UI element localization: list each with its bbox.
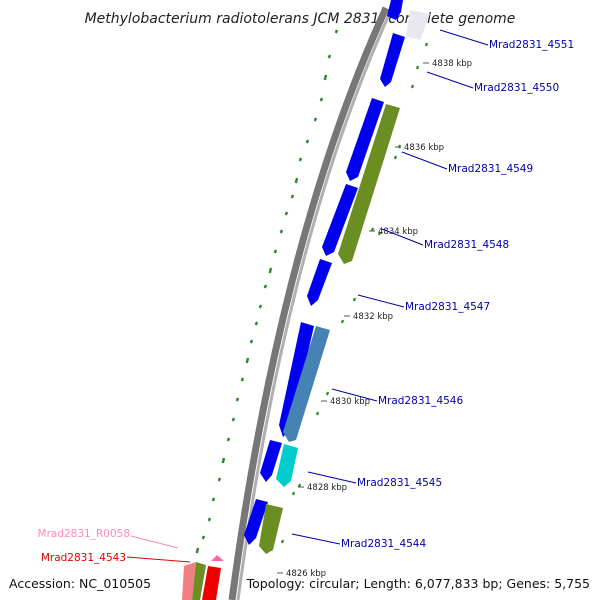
accession-label: Accession: NC_010505 [9, 576, 151, 591]
gene-feature-olive-3[interactable] [192, 562, 206, 600]
scale-tick-label: 4834 kbp [378, 227, 418, 237]
gc-tick [315, 411, 320, 416]
gc-tick [245, 357, 250, 364]
map-title: Methylobacterium radiotolerans JCM 2831,… [85, 11, 516, 27]
gene-feature-steelblue[interactable] [283, 326, 330, 442]
gc-tick [305, 139, 310, 144]
gene-feature-olive-1[interactable] [338, 104, 400, 264]
gene-feature-4549[interactable] [346, 98, 384, 181]
gene-features [182, 0, 430, 600]
gene-feature-4546[interactable] [279, 322, 314, 437]
gc-tick [217, 477, 222, 482]
gene-label[interactable]: Mrad2831_4549 [448, 163, 533, 175]
gene-label-leader [307, 471, 357, 484]
gc-tick [249, 339, 254, 344]
gc-tick [298, 157, 303, 162]
genome-backbone [228, 6, 394, 600]
gene-label-leader [130, 535, 179, 549]
gc-tick [327, 54, 332, 59]
scale-tick-label: 4838 kbp [432, 59, 472, 69]
gene-feature-cyan[interactable] [276, 444, 298, 487]
gc-tick [319, 97, 324, 102]
gc-tick [323, 74, 328, 81]
gene-label-leader [291, 533, 341, 545]
gene-label[interactable]: Mrad2831_4543 [41, 552, 126, 564]
scale-ticks: 4838 kbp 4836 kbp 4834 kbp 4832 kbp 4830 kbp… [277, 59, 472, 579]
gc-tick [211, 497, 216, 502]
gene-feature-4547[interactable] [307, 259, 332, 306]
gene-label-leader [357, 294, 405, 308]
gc-tick [291, 491, 296, 496]
gc-tick [201, 535, 206, 540]
gc-tick [263, 284, 268, 289]
gene-label[interactable]: Mrad2831_4545 [357, 477, 442, 489]
gene-label[interactable]: Mrad2831_4551 [489, 39, 574, 51]
gc-tick [254, 321, 259, 326]
gc-tick [284, 211, 289, 216]
gc-tick [325, 391, 330, 396]
gc-content-track [190, 29, 429, 570]
gc-tick [313, 117, 318, 122]
gc-tick [231, 417, 236, 422]
gc-tick [195, 547, 200, 554]
gene-label-leader [426, 71, 474, 89]
scale-tick-label: 4828 kbp [307, 483, 347, 493]
gc-tick [410, 84, 415, 89]
gene-label[interactable]: Mrad2831_4544 [341, 538, 426, 550]
gene-feature-4548[interactable] [322, 184, 358, 256]
scale-tick-label: 4830 kbp [330, 397, 370, 407]
gc-tick [424, 42, 429, 47]
scale-tick-label: 4826 kbp [286, 569, 326, 579]
gene-feature-4544[interactable] [244, 499, 268, 545]
gene-feature-olive-2[interactable] [259, 504, 283, 554]
gene-labels: Mrad2831_4551 Mrad2831_4550 Mrad2831_4549 M… [38, 29, 574, 564]
gc-tick [273, 249, 278, 254]
gc-tick [258, 304, 263, 309]
gc-tick [393, 155, 398, 160]
gene-label[interactable]: Mrad2831_4547 [405, 301, 490, 313]
gc-tick [334, 29, 339, 34]
gc-tick [235, 397, 240, 402]
gc-tick [352, 297, 357, 302]
scale-tick-label: 4836 kbp [404, 143, 444, 153]
gene-feature-4550[interactable] [380, 33, 405, 87]
gc-tick [279, 229, 284, 234]
gene-label-leader [126, 556, 191, 563]
gene-label[interactable]: Mrad2831_4546 [378, 395, 463, 407]
gene-label-leader [381, 228, 424, 246]
gene-feature-4543[interactable] [202, 566, 221, 600]
gene-label[interactable]: Mrad2831_4550 [474, 82, 559, 94]
gene-feature-white [406, 10, 430, 40]
gc-tick [294, 177, 299, 184]
topology-label: Topology: circular; Length: 6,077,833 bp… [246, 576, 590, 591]
scale-tick-label: 4832 kbp [353, 312, 393, 322]
gc-tick [268, 267, 273, 274]
gene-label-leader [401, 151, 448, 170]
rna-feature-r0058[interactable] [182, 562, 196, 600]
gene-label-leader [439, 29, 489, 46]
gc-tick [221, 457, 226, 464]
gc-tick [240, 377, 245, 382]
gc-tick [280, 539, 285, 544]
gc-tick [377, 231, 382, 236]
gc-tick [207, 517, 212, 522]
gene-feature-4551[interactable] [387, 0, 403, 20]
gene-label[interactable]: Mrad2831_R0058 [38, 528, 130, 540]
gene-label-leader [331, 388, 378, 402]
gc-tick [226, 437, 231, 442]
gene-label[interactable]: Mrad2831_4548 [424, 239, 509, 251]
rna-marker-pink [211, 555, 224, 561]
gc-tick [340, 319, 345, 324]
gc-tick [415, 65, 420, 70]
gc-tick [290, 194, 295, 199]
gene-feature-4545[interactable] [260, 440, 282, 482]
